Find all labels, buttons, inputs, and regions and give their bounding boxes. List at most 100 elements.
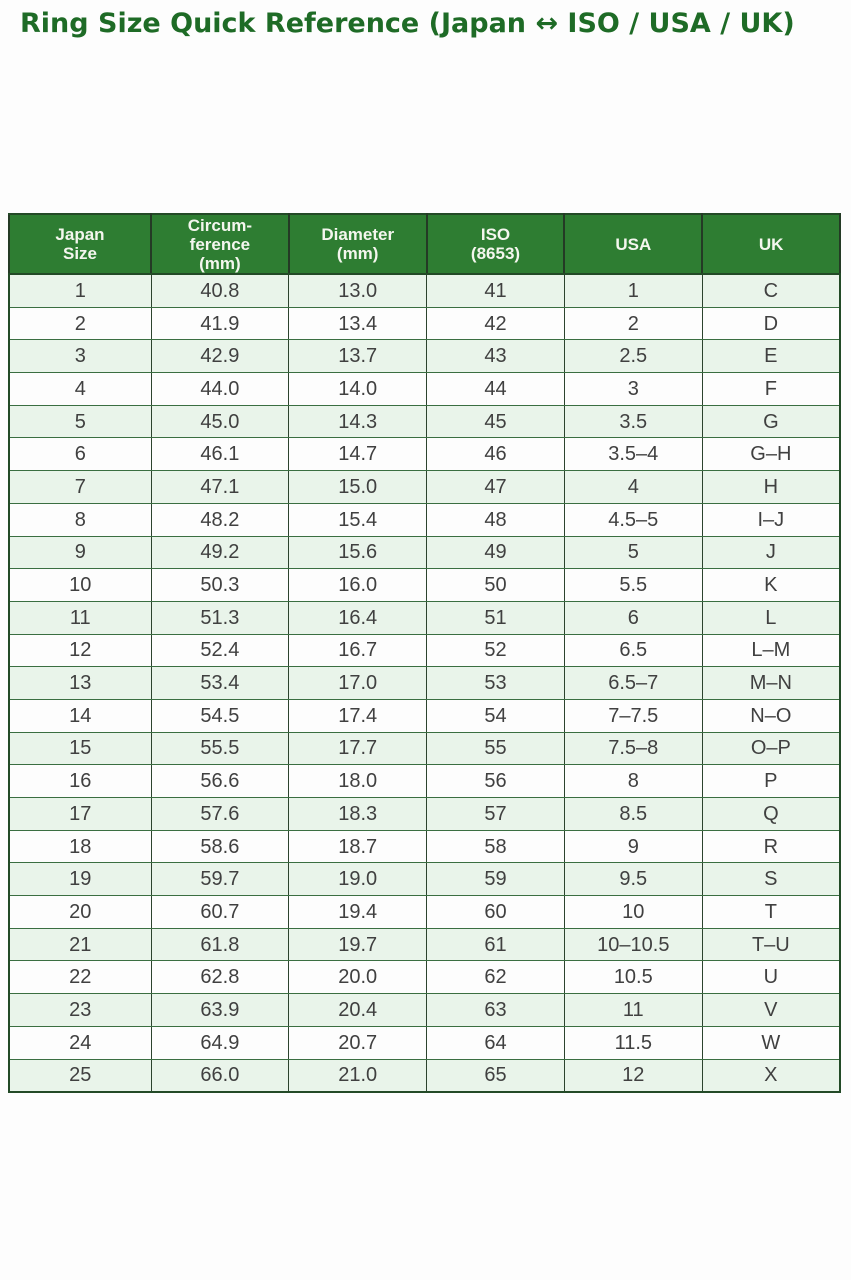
cell-diameter-mm: 19.0 bbox=[288, 862, 428, 897]
cell-iso-8653: 43 bbox=[426, 339, 565, 374]
column-header-diameter-mm: Diameter (mm) bbox=[287, 213, 428, 275]
cell-diameter-mm: 14.0 bbox=[288, 372, 428, 406]
table-row: 9 49.2 15.6 49 5 J bbox=[8, 535, 841, 570]
cell-uk: X bbox=[701, 1058, 841, 1093]
cell-japan-size: 25 bbox=[8, 1058, 152, 1093]
cell-iso-8653: 52 bbox=[426, 633, 565, 668]
cell-iso-8653: 56 bbox=[426, 764, 565, 798]
cell-diameter-mm: 21.0 bbox=[288, 1058, 428, 1093]
cell-uk: D bbox=[701, 306, 841, 341]
cell-circumference-mm: 44.0 bbox=[150, 372, 290, 406]
cell-circumference-mm: 54.5 bbox=[150, 698, 290, 733]
cell-japan-size: 12 bbox=[8, 633, 152, 668]
cell-uk: N–O bbox=[701, 698, 841, 733]
cell-usa: 10–10.5 bbox=[563, 927, 703, 962]
cell-usa: 2.5 bbox=[563, 339, 703, 374]
cell-circumference-mm: 64.9 bbox=[150, 1025, 290, 1060]
cell-japan-size: 16 bbox=[8, 764, 152, 798]
cell-iso-8653: 60 bbox=[426, 895, 565, 929]
cell-japan-size: 9 bbox=[8, 535, 152, 570]
cell-japan-size: 22 bbox=[8, 960, 152, 995]
cell-iso-8653: 50 bbox=[426, 568, 565, 602]
cell-usa: 2 bbox=[563, 306, 703, 341]
cell-circumference-mm: 42.9 bbox=[150, 339, 290, 374]
cell-uk: G bbox=[701, 404, 841, 439]
cell-circumference-mm: 53.4 bbox=[150, 666, 290, 700]
cell-japan-size: 6 bbox=[8, 437, 152, 472]
table-row: 2 41.9 13.4 42 2 D bbox=[8, 306, 841, 341]
header-row: Japan Size Circum- ference (mm) Diameter… bbox=[8, 213, 841, 275]
cell-japan-size: 13 bbox=[8, 666, 152, 700]
table-row: 5 45.0 14.3 45 3.5 G bbox=[8, 404, 841, 439]
cell-japan-size: 24 bbox=[8, 1025, 152, 1060]
table-row: 4 44.0 14.0 44 3 F bbox=[8, 372, 841, 406]
cell-circumference-mm: 61.8 bbox=[150, 927, 290, 962]
cell-usa: 6 bbox=[563, 600, 703, 635]
cell-japan-size: 19 bbox=[8, 862, 152, 897]
cell-circumference-mm: 58.6 bbox=[150, 829, 290, 864]
cell-diameter-mm: 13.7 bbox=[288, 339, 428, 374]
cell-japan-size: 23 bbox=[8, 993, 152, 1027]
cell-usa: 8 bbox=[563, 764, 703, 798]
cell-japan-size: 7 bbox=[8, 470, 152, 504]
cell-uk: P bbox=[701, 764, 841, 798]
cell-iso-8653: 65 bbox=[426, 1058, 565, 1093]
table-row: 18 58.6 18.7 58 9 R bbox=[8, 829, 841, 864]
cell-uk: I–J bbox=[701, 502, 841, 537]
cell-japan-size: 1 bbox=[8, 273, 152, 308]
table-row: 14 54.5 17.4 54 7–7.5 N–O bbox=[8, 698, 841, 733]
cell-iso-8653: 61 bbox=[426, 927, 565, 962]
cell-japan-size: 10 bbox=[8, 568, 152, 602]
table-row: 24 64.9 20.7 64 11.5 W bbox=[8, 1025, 841, 1060]
table-row: 11 51.3 16.4 51 6 L bbox=[8, 600, 841, 635]
cell-usa: 7.5–8 bbox=[563, 731, 703, 766]
cell-japan-size: 14 bbox=[8, 698, 152, 733]
cell-iso-8653: 42 bbox=[426, 306, 565, 341]
table-body: 1 40.8 13.0 41 1 C 2 41.9 13.4 42 2 D 3 42.9 13.7 43 2.5… bbox=[8, 273, 841, 1093]
cell-diameter-mm: 14.7 bbox=[288, 437, 428, 472]
cell-uk: J bbox=[701, 535, 841, 570]
cell-japan-size: 5 bbox=[8, 404, 152, 439]
cell-uk: V bbox=[701, 993, 841, 1027]
cell-circumference-mm: 63.9 bbox=[150, 993, 290, 1027]
cell-usa: 6.5 bbox=[563, 633, 703, 668]
cell-circumference-mm: 62.8 bbox=[150, 960, 290, 995]
cell-japan-size: 15 bbox=[8, 731, 152, 766]
cell-usa: 11.5 bbox=[563, 1025, 703, 1060]
table-row: 20 60.7 19.4 60 10 T bbox=[8, 895, 841, 929]
cell-iso-8653: 62 bbox=[426, 960, 565, 995]
cell-uk: M–N bbox=[701, 666, 841, 700]
cell-japan-size: 17 bbox=[8, 797, 152, 831]
cell-circumference-mm: 59.7 bbox=[150, 862, 290, 897]
cell-iso-8653: 44 bbox=[426, 372, 565, 406]
table-row: 15 55.5 17.7 55 7.5–8 O–P bbox=[8, 731, 841, 766]
cell-usa: 4.5–5 bbox=[563, 502, 703, 537]
cell-uk: F bbox=[701, 372, 841, 406]
cell-iso-8653: 63 bbox=[426, 993, 565, 1027]
cell-circumference-mm: 40.8 bbox=[150, 273, 290, 308]
cell-uk: H bbox=[701, 470, 841, 504]
cell-diameter-mm: 13.0 bbox=[288, 273, 428, 308]
table-row: 1 40.8 13.0 41 1 C bbox=[8, 273, 841, 308]
cell-diameter-mm: 15.0 bbox=[288, 470, 428, 504]
cell-diameter-mm: 14.3 bbox=[288, 404, 428, 439]
cell-usa: 9.5 bbox=[563, 862, 703, 897]
table-row: 12 52.4 16.7 52 6.5 L–M bbox=[8, 633, 841, 668]
table-row: 3 42.9 13.7 43 2.5 E bbox=[8, 339, 841, 374]
cell-diameter-mm: 19.7 bbox=[288, 927, 428, 962]
cell-diameter-mm: 20.4 bbox=[288, 993, 428, 1027]
cell-uk: C bbox=[701, 273, 841, 308]
cell-usa: 7–7.5 bbox=[563, 698, 703, 733]
cell-diameter-mm: 20.7 bbox=[288, 1025, 428, 1060]
cell-usa: 5.5 bbox=[563, 568, 703, 602]
cell-usa: 12 bbox=[563, 1058, 703, 1093]
cell-uk: L–M bbox=[701, 633, 841, 668]
cell-japan-size: 20 bbox=[8, 895, 152, 929]
cell-iso-8653: 57 bbox=[426, 797, 565, 831]
column-header-circumference-mm: Circum- ference (mm) bbox=[150, 213, 290, 275]
cell-circumference-mm: 51.3 bbox=[150, 600, 290, 635]
cell-usa: 3.5–4 bbox=[563, 437, 703, 472]
cell-uk: T bbox=[701, 895, 841, 929]
table-header: Japan Size Circum- ference (mm) Diameter… bbox=[8, 213, 841, 275]
